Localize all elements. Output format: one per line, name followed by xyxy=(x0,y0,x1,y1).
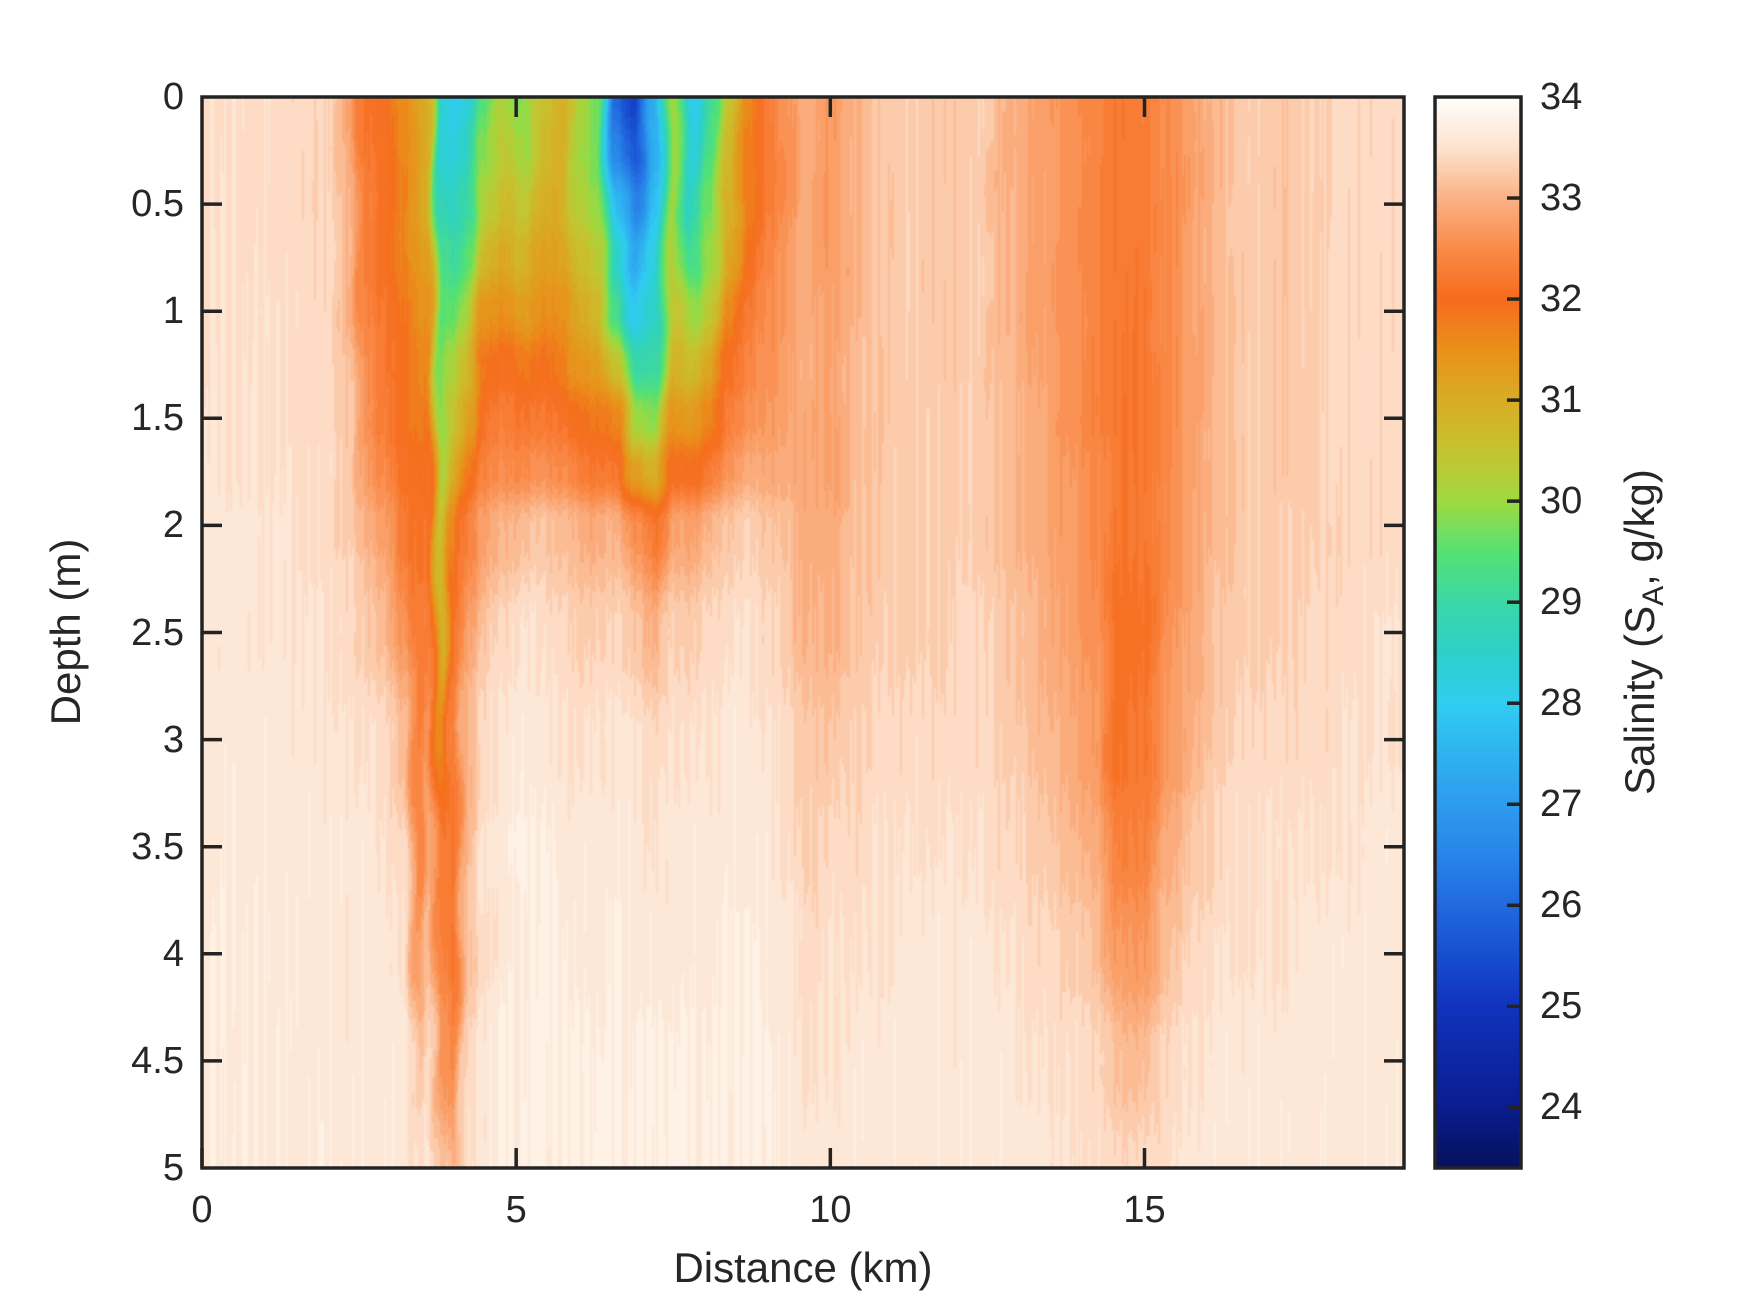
y-tick-label: 3.5 xyxy=(131,825,184,868)
colorbar-tick-label: 24 xyxy=(1540,1086,1583,1129)
y-tick-label: 1.5 xyxy=(131,397,184,440)
colorbar-tick-label: 32 xyxy=(1540,278,1583,321)
y-tick-label: 0 xyxy=(162,76,184,118)
x-tick-label: 10 xyxy=(809,1189,852,1231)
colorbar-label-post: , g/kg) xyxy=(1616,469,1663,586)
y-tick-label: 0.5 xyxy=(131,183,184,226)
x-tick-label: 0 xyxy=(191,1189,213,1231)
y-tick-label: 3 xyxy=(162,718,184,761)
y-tick-label: 2.5 xyxy=(131,611,184,654)
colorbar-tick-label: 31 xyxy=(1540,379,1583,422)
x-tick-label: 5 xyxy=(505,1189,527,1231)
colorbar xyxy=(1435,97,1521,1168)
colorbar-tick-label: 28 xyxy=(1540,682,1583,725)
y-tick-label: 2 xyxy=(162,504,184,547)
colorbar-tick-label: 25 xyxy=(1540,985,1583,1028)
colorbar-label: Salinity (SA, g/kg) xyxy=(1616,377,1670,887)
colorbar-tick-label: 26 xyxy=(1540,884,1583,927)
y-tick-label: 1 xyxy=(162,290,184,333)
colorbar-label-subscript: A xyxy=(1637,585,1670,606)
colorbar-tick-label: 34 xyxy=(1540,76,1583,118)
colorbar-tick-label: 27 xyxy=(1540,783,1583,826)
y-tick-label: 4.5 xyxy=(131,1039,184,1082)
colorbar-tick-label: 30 xyxy=(1540,480,1583,523)
colorbar-label-pre: Salinity (S xyxy=(1616,605,1663,795)
y-tick-label: 5 xyxy=(162,1147,184,1189)
y-axis-label: Depth (m) xyxy=(42,538,89,726)
colorbar-tick-label: 29 xyxy=(1540,581,1583,624)
x-tick-label: 15 xyxy=(1123,1189,1166,1231)
x-axis-label: Distance (km) xyxy=(673,1244,933,1291)
salinity-contour-heatmap xyxy=(202,97,1404,1168)
colorbar-tick-label: 33 xyxy=(1540,177,1583,220)
y-tick-label: 4 xyxy=(162,932,184,975)
